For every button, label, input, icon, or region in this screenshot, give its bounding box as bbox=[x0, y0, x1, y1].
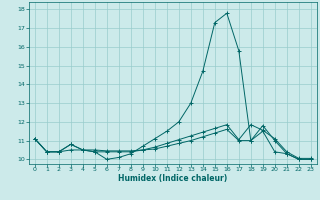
X-axis label: Humidex (Indice chaleur): Humidex (Indice chaleur) bbox=[118, 174, 228, 183]
